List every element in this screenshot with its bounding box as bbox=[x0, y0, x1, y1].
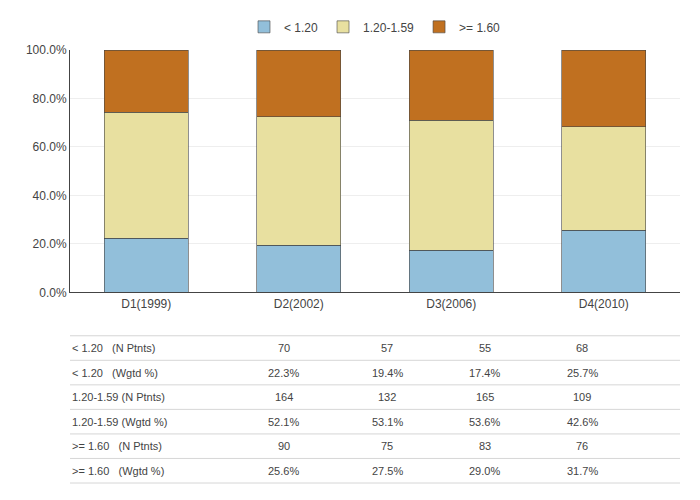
svg-text:1.20-1.59 (Wgtd %): 1.20-1.59 (Wgtd %) bbox=[72, 416, 167, 428]
svg-text:17.4%: 17.4% bbox=[469, 367, 500, 379]
svg-text:70: 70 bbox=[278, 342, 290, 354]
svg-text:83: 83 bbox=[479, 440, 491, 452]
svg-text:19.4%: 19.4% bbox=[372, 367, 403, 379]
svg-text:< 1.20 (N Ptnts): < 1.20 (N Ptnts) bbox=[72, 342, 155, 354]
svg-text:1.20-1.59: 1.20-1.59 bbox=[363, 21, 414, 35]
svg-text:>= 1.60: >= 1.60 bbox=[459, 21, 500, 35]
svg-text:< 1.20 (Wgtd %): < 1.20 (Wgtd %) bbox=[72, 367, 158, 379]
svg-text:68: 68 bbox=[576, 342, 588, 354]
svg-text:25.7%: 25.7% bbox=[567, 367, 598, 379]
svg-text:D2(2002): D2(2002) bbox=[274, 297, 324, 311]
svg-text:1.20-1.59 (N Ptnts): 1.20-1.59 (N Ptnts) bbox=[72, 391, 165, 403]
svg-text:100.0%: 100.0% bbox=[26, 43, 67, 57]
svg-text:>= 1.60 (N Ptnts): >= 1.60 (N Ptnts) bbox=[72, 440, 162, 452]
svg-text:76: 76 bbox=[576, 440, 588, 452]
svg-text:0.0%: 0.0% bbox=[39, 286, 67, 300]
svg-text:>= 1.60 (Wgtd %): >= 1.60 (Wgtd %) bbox=[72, 465, 164, 477]
svg-text:D4(2010): D4(2010) bbox=[579, 297, 629, 311]
svg-text:75: 75 bbox=[381, 440, 393, 452]
svg-text:60.0%: 60.0% bbox=[33, 140, 67, 154]
svg-text:27.5%: 27.5% bbox=[372, 465, 403, 477]
svg-text:31.7%: 31.7% bbox=[567, 465, 598, 477]
svg-text:D1(1999): D1(1999) bbox=[121, 297, 171, 311]
svg-text:53.6%: 53.6% bbox=[469, 416, 500, 428]
svg-text:164: 164 bbox=[275, 391, 293, 403]
svg-text:42.6%: 42.6% bbox=[567, 416, 598, 428]
svg-text:29.0%: 29.0% bbox=[469, 465, 500, 477]
svg-text:22.3%: 22.3% bbox=[268, 367, 299, 379]
svg-text:D3(2006): D3(2006) bbox=[426, 297, 476, 311]
svg-text:55: 55 bbox=[479, 342, 491, 354]
svg-text:165: 165 bbox=[476, 391, 494, 403]
svg-text:< 1.20: < 1.20 bbox=[284, 21, 318, 35]
svg-text:57: 57 bbox=[381, 342, 393, 354]
svg-text:53.1%: 53.1% bbox=[372, 416, 403, 428]
svg-text:25.6%: 25.6% bbox=[268, 465, 299, 477]
svg-text:132: 132 bbox=[378, 391, 396, 403]
svg-text:109: 109 bbox=[573, 391, 591, 403]
svg-text:40.0%: 40.0% bbox=[33, 189, 67, 203]
svg-text:80.0%: 80.0% bbox=[33, 92, 67, 106]
svg-text:90: 90 bbox=[278, 440, 290, 452]
svg-text:20.0%: 20.0% bbox=[33, 237, 67, 251]
svg-text:52.1%: 52.1% bbox=[268, 416, 299, 428]
